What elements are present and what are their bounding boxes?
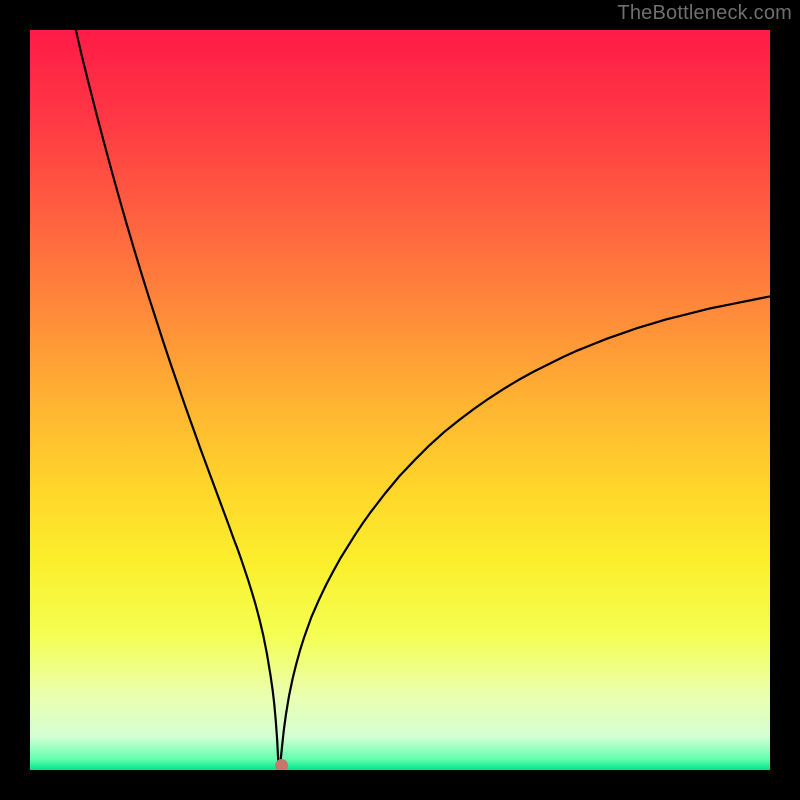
bottleneck-chart: TheBottleneck.com (0, 0, 800, 800)
gradient-background (30, 30, 770, 770)
watermark-text: TheBottleneck.com (617, 2, 792, 25)
chart-svg (0, 0, 800, 800)
